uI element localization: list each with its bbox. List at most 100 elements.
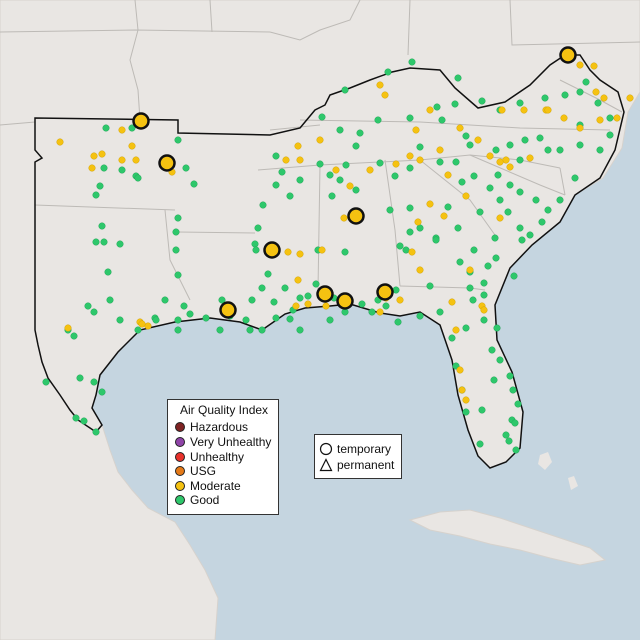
good-site-marker[interactable] (252, 246, 260, 254)
good-site-marker[interactable] (408, 58, 416, 66)
temporary-site-marker[interactable] (347, 207, 365, 225)
good-site-marker[interactable] (251, 240, 259, 248)
moderate-site-marker[interactable] (526, 154, 534, 162)
good-site-marker[interactable] (326, 316, 334, 324)
moderate-site-marker[interactable] (408, 248, 416, 256)
good-site-marker[interactable] (480, 279, 488, 287)
moderate-site-marker[interactable] (304, 300, 312, 308)
moderate-site-marker[interactable] (486, 152, 494, 160)
good-site-marker[interactable] (134, 326, 142, 334)
moderate-site-marker[interactable] (396, 296, 404, 304)
good-site-marker[interactable] (406, 164, 414, 172)
good-site-marker[interactable] (296, 176, 304, 184)
good-site-marker[interactable] (84, 302, 92, 310)
good-site-marker[interactable] (478, 406, 486, 414)
good-site-marker[interactable] (454, 224, 462, 232)
moderate-site-marker[interactable] (544, 106, 552, 114)
good-site-marker[interactable] (336, 126, 344, 134)
good-site-marker[interactable] (396, 242, 404, 250)
good-site-marker[interactable] (436, 308, 444, 316)
moderate-site-marker[interactable] (458, 386, 466, 394)
good-site-marker[interactable] (286, 192, 294, 200)
good-site-marker[interactable] (436, 158, 444, 166)
good-site-marker[interactable] (493, 324, 501, 332)
good-site-marker[interactable] (406, 114, 414, 122)
good-site-marker[interactable] (491, 234, 499, 242)
good-site-marker[interactable] (70, 332, 78, 340)
good-site-marker[interactable] (242, 316, 250, 324)
moderate-site-marker[interactable] (426, 106, 434, 114)
good-site-marker[interactable] (96, 182, 104, 190)
good-site-marker[interactable] (433, 103, 441, 111)
good-site-marker[interactable] (476, 440, 484, 448)
good-site-marker[interactable] (272, 181, 280, 189)
good-site-marker[interactable] (128, 124, 136, 132)
good-site-marker[interactable] (448, 334, 456, 342)
temporary-site-marker[interactable] (219, 301, 237, 319)
good-site-marker[interactable] (352, 186, 360, 194)
moderate-site-marker[interactable] (98, 150, 106, 158)
good-site-marker[interactable] (281, 284, 289, 292)
moderate-site-marker[interactable] (292, 302, 300, 310)
good-site-marker[interactable] (100, 164, 108, 172)
moderate-site-marker[interactable] (118, 156, 126, 164)
moderate-site-marker[interactable] (452, 326, 460, 334)
moderate-site-marker[interactable] (416, 266, 424, 274)
good-site-marker[interactable] (556, 146, 564, 154)
good-site-marker[interactable] (556, 196, 564, 204)
good-site-marker[interactable] (326, 171, 334, 179)
good-site-marker[interactable] (476, 208, 484, 216)
good-site-marker[interactable] (264, 270, 272, 278)
good-site-marker[interactable] (296, 326, 304, 334)
good-site-marker[interactable] (386, 206, 394, 214)
good-site-marker[interactable] (456, 258, 464, 266)
good-site-marker[interactable] (174, 316, 182, 324)
moderate-site-marker[interactable] (626, 94, 634, 102)
good-site-marker[interactable] (594, 99, 602, 107)
moderate-site-marker[interactable] (376, 81, 384, 89)
good-site-marker[interactable] (452, 158, 460, 166)
good-site-marker[interactable] (246, 326, 254, 334)
good-site-marker[interactable] (106, 296, 114, 304)
moderate-site-marker[interactable] (284, 248, 292, 256)
good-site-marker[interactable] (304, 292, 312, 300)
good-site-marker[interactable] (596, 146, 604, 154)
moderate-site-marker[interactable] (118, 126, 126, 134)
good-site-marker[interactable] (438, 116, 446, 124)
good-site-marker[interactable] (416, 143, 424, 151)
good-site-marker[interactable] (526, 231, 534, 239)
good-site-marker[interactable] (174, 214, 182, 222)
good-site-marker[interactable] (116, 240, 124, 248)
moderate-site-marker[interactable] (90, 152, 98, 160)
good-site-marker[interactable] (478, 97, 486, 105)
good-site-marker[interactable] (258, 326, 266, 334)
temporary-site-marker[interactable] (336, 292, 354, 310)
good-site-marker[interactable] (368, 308, 376, 316)
good-site-marker[interactable] (451, 100, 459, 108)
good-site-marker[interactable] (104, 268, 112, 276)
moderate-site-marker[interactable] (520, 106, 528, 114)
good-site-marker[interactable] (248, 296, 256, 304)
good-site-marker[interactable] (544, 146, 552, 154)
moderate-site-marker[interactable] (474, 136, 482, 144)
moderate-site-marker[interactable] (144, 322, 152, 330)
good-site-marker[interactable] (458, 178, 466, 186)
moderate-site-marker[interactable] (88, 164, 96, 172)
good-site-marker[interactable] (416, 312, 424, 320)
good-site-marker[interactable] (496, 196, 504, 204)
good-site-marker[interactable] (384, 68, 392, 76)
moderate-site-marker[interactable] (376, 308, 384, 316)
good-site-marker[interactable] (72, 414, 80, 422)
moderate-site-marker[interactable] (496, 214, 504, 222)
moderate-site-marker[interactable] (576, 61, 584, 69)
temporary-site-marker[interactable] (376, 283, 394, 301)
moderate-site-marker[interactable] (296, 156, 304, 164)
moderate-site-marker[interactable] (462, 192, 470, 200)
good-site-marker[interactable] (316, 160, 324, 168)
good-site-marker[interactable] (98, 388, 106, 396)
good-site-marker[interactable] (516, 188, 524, 196)
moderate-site-marker[interactable] (332, 166, 340, 174)
moderate-site-marker[interactable] (456, 124, 464, 132)
moderate-site-marker[interactable] (448, 298, 456, 306)
good-site-marker[interactable] (116, 316, 124, 324)
